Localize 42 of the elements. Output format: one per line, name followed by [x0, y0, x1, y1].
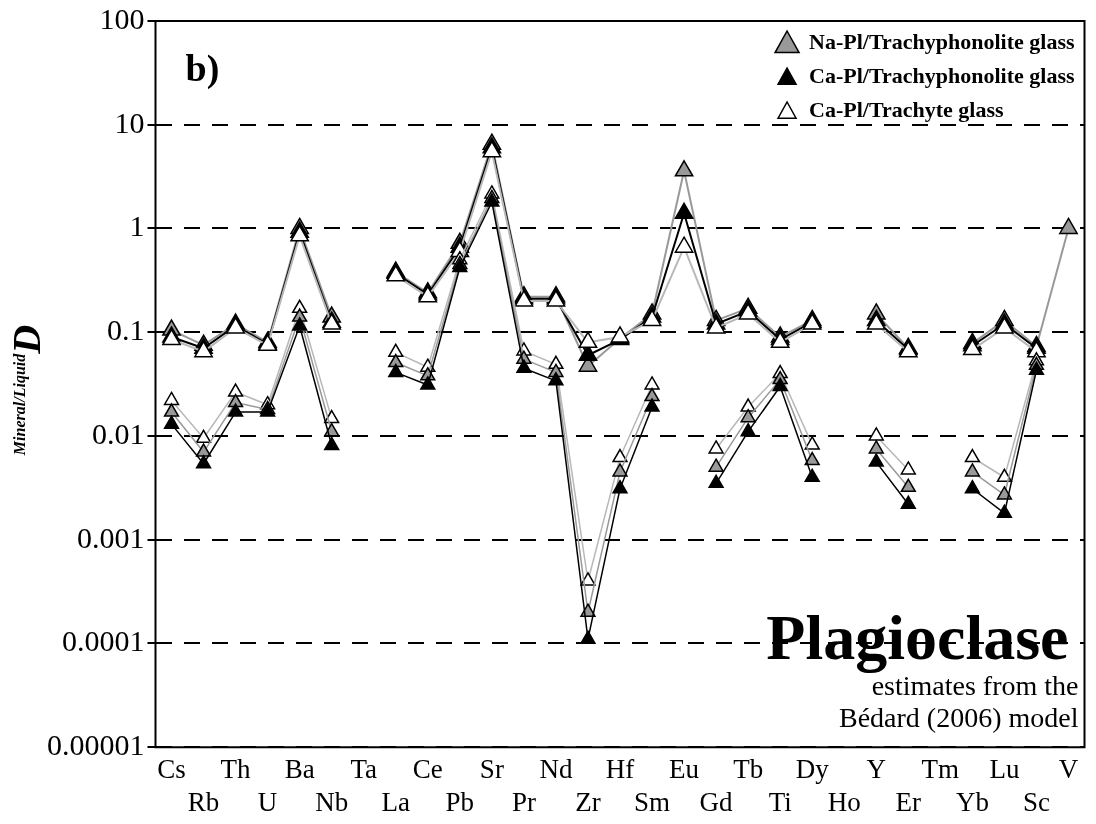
x-tick-label: Ho — [827, 786, 861, 817]
x-tick-label: Zr — [575, 786, 601, 817]
legend-label: Ca-Pl/Trachyphonolite glass — [809, 62, 1075, 88]
x-tick-label: Ta — [350, 754, 378, 785]
y-tick-label: 0.001 — [77, 520, 145, 554]
x-tick-label: Gd — [699, 786, 734, 817]
x-tick-label: Eu — [669, 754, 700, 785]
annotation: Plagioclase — [766, 602, 1069, 674]
legend-label: Ca-Pl/Trachyte glass — [809, 96, 1005, 122]
y-tick-label: 10 — [114, 105, 145, 139]
x-tick-label: La — [381, 786, 411, 817]
x-tick-label: Pb — [445, 786, 475, 817]
x-tick-label: Sc — [1022, 786, 1050, 817]
x-tick-label: Sm — [634, 786, 671, 817]
x-tick-label: V — [1058, 754, 1079, 785]
x-tick-label: Th — [220, 754, 252, 785]
x-tick-label: Tm — [921, 754, 960, 785]
x-tick-label: Yb — [955, 786, 989, 817]
x-tick-label: Y — [866, 754, 887, 785]
x-tick-label: Dy — [795, 754, 830, 785]
y-tick-label: 100 — [99, 1, 145, 35]
x-tick-label: Ti — [768, 786, 792, 817]
x-tick-label: Lu — [989, 754, 1020, 785]
x-tick-label: Hf — [605, 754, 635, 785]
y-tick-label: 0.1 — [107, 313, 145, 347]
x-tick-label: Rb — [187, 786, 220, 817]
x-tick-label: Pr — [511, 786, 536, 817]
x-tick-label: Cs — [157, 754, 186, 785]
x-tick-label: Nd — [539, 754, 573, 785]
x-tick-label: Ce — [412, 754, 443, 785]
x-tick-label: Sr — [479, 754, 504, 785]
x-tick-label: Tb — [733, 754, 764, 785]
y-tick-label: 0.0001 — [62, 624, 145, 658]
legend-label: Na-Pl/Trachyphonolite glass — [809, 28, 1075, 54]
x-tick-label: Er — [895, 786, 922, 817]
x-tick-label: Nb — [315, 786, 349, 817]
x-tick-label: Ba — [284, 754, 315, 785]
y-tick-label: 0.01 — [92, 416, 145, 450]
x-tick-label: U — [257, 786, 278, 817]
annotation: b) — [185, 47, 220, 90]
y-tick-label: 1 — [129, 209, 145, 243]
y-tick-label: 0.00001 — [47, 728, 145, 762]
